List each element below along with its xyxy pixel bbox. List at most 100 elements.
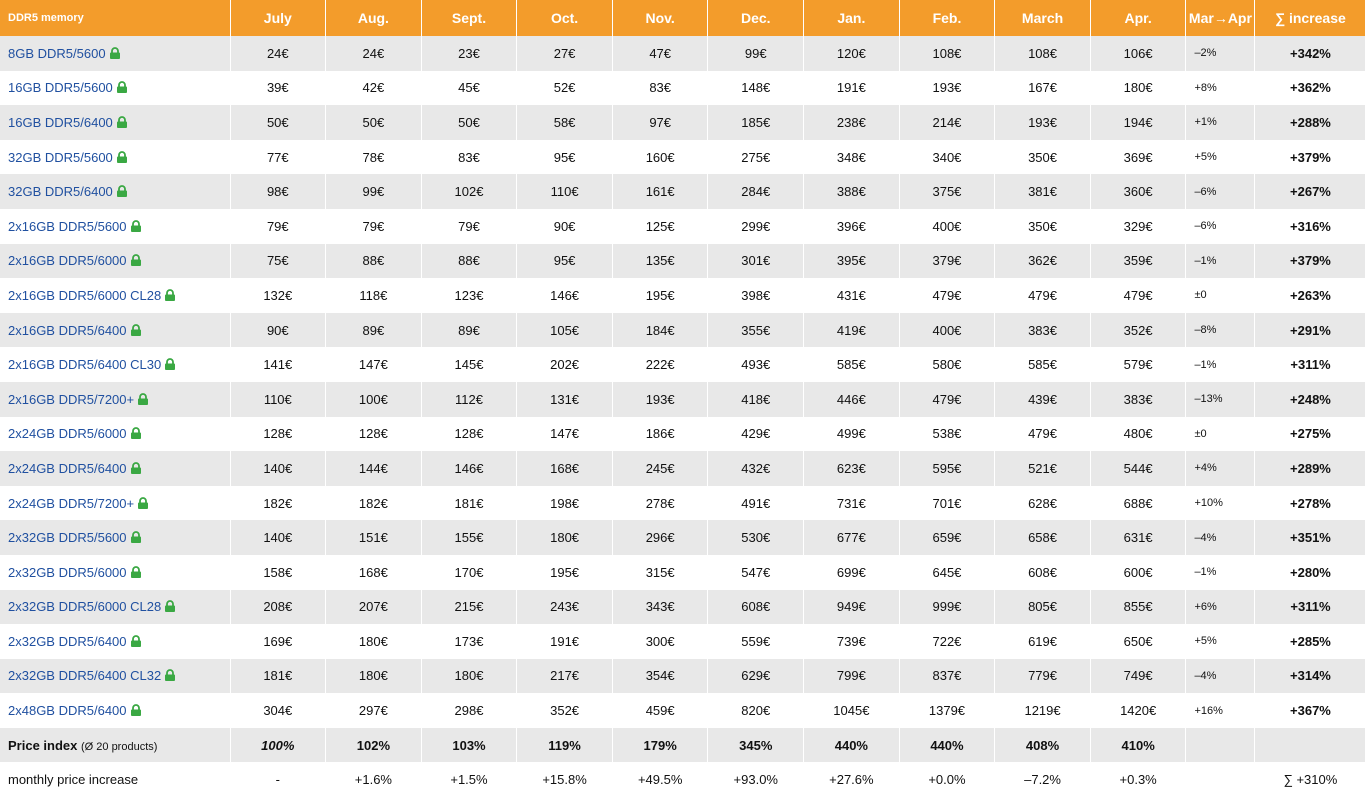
column-header: Apr. [1090,0,1187,36]
product-link[interactable]: 2x16GB DDR5/6000 [8,253,127,269]
change-cell: +1% [1185,105,1256,140]
price-index-note: (Ø 20 products) [81,740,158,753]
product-link[interactable]: 16GB DDR5/5600 [8,80,113,96]
price-cell: 419€ [803,312,900,348]
column-header: DDR5 memory [0,0,231,36]
index-cell: 102% [325,727,422,763]
lock-icon [116,81,127,94]
price-cell: 158€ [230,554,327,590]
price-cell: 658€ [994,520,1091,555]
product-name: 2x24GB DDR5/6400 [0,451,231,486]
price-cell: 180€ [516,520,613,555]
price-index-row: Price index (Ø 20 products) 100% 102% 103% 1… [0,727,1366,763]
lock-icon [165,358,176,371]
price-cell: 148€ [707,70,805,106]
monthly-cell: +1.5% [421,762,518,798]
price-cell: 480€ [1090,416,1187,452]
price-cell: 167€ [994,70,1091,106]
product-link[interactable]: 2x24GB DDR5/6000 [8,426,127,442]
product-link[interactable]: 2x16GB DDR5/6400 CL30 [8,357,162,373]
price-cell: 352€ [516,693,613,728]
price-cell: 181€ [421,485,518,521]
lock-icon [130,323,141,336]
price-cell: 95€ [516,243,613,279]
price-cell: 837€ [899,658,996,694]
product-link[interactable]: 2x16GB DDR5/5600 [8,218,127,234]
price-cell: 155€ [421,520,518,555]
increase-cell: +316% [1254,208,1366,244]
price-cell: 100€ [325,381,422,417]
price-cell: 299€ [707,208,805,244]
price-cell: 479€ [994,416,1091,452]
lock-icon [138,496,149,509]
price-cell: 245€ [612,451,709,486]
lock-icon [116,116,127,128]
price-index-label: Price index (Ø 20 products) [0,727,231,763]
product-link[interactable]: 2x16GB DDR5/6400 [8,322,127,338]
price-cell: 140€ [230,520,327,555]
price-cell: 170€ [421,554,518,590]
price-cell: 396€ [803,208,900,244]
price-cell: 120€ [803,36,900,71]
price-cell: 298€ [421,693,518,728]
price-cell: 180€ [1090,70,1187,106]
price-cell: 195€ [516,554,613,590]
price-cell: 195€ [612,278,709,313]
price-cell: 629€ [707,658,805,694]
price-cell: 354€ [612,658,709,694]
product-link[interactable]: 2x32GB DDR5/6000 CL28 [8,599,162,615]
price-cell: 359€ [1090,243,1187,279]
price-cell: 493€ [707,347,805,382]
increase-cell: +280% [1254,554,1366,590]
table-row: 2x32GB DDR5/5600 140€ 151€ 155€ 180€ 296€ 530€… [0,520,1366,555]
change-cell: –1% [1185,554,1256,590]
price-cell: 168€ [325,554,422,590]
price-cell: 432€ [707,451,805,486]
price-cell: 439€ [994,381,1091,417]
product-link[interactable]: 2x24GB DDR5/7200+ [8,495,135,511]
price-cell: 50€ [421,105,518,140]
price-cell: 180€ [421,658,518,694]
price-cell: 650€ [1090,624,1187,659]
price-cell: 628€ [994,485,1091,521]
product-link[interactable]: 2x32GB DDR5/6000 [8,564,127,580]
increase-cell: +362% [1254,70,1366,106]
price-cell: 88€ [325,243,422,279]
price-cell: 949€ [803,589,900,625]
product-link[interactable]: 32GB DDR5/6400 [8,184,113,200]
price-cell: 145€ [421,347,518,382]
monthly-cell: +0.3% [1090,762,1187,798]
product-name: 2x24GB DDR5/7200+ [0,485,231,521]
price-cell: 79€ [325,208,422,244]
product-link[interactable]: 32GB DDR5/5600 [8,149,113,165]
column-header: Nov. [612,0,709,36]
price-cell: 418€ [707,381,805,417]
column-header: Mar→Apr [1185,0,1256,36]
product-link[interactable]: 2x32GB DDR5/6400 [8,633,127,649]
product-link[interactable]: 2x32GB DDR5/6400 CL32 [8,668,162,684]
product-link[interactable]: 8GB DDR5/5600 [8,45,106,61]
price-cell: 608€ [707,589,805,625]
product-link[interactable]: 2x24GB DDR5/6400 [8,460,127,476]
product-link[interactable]: 2x48GB DDR5/6400 [8,703,127,719]
table-row: 2x16GB DDR5/6000 75€ 88€ 88€ 95€ 135€ 301€ 395€… [0,243,1366,279]
index-cell: 408% [994,727,1091,763]
price-cell: 701€ [899,485,996,521]
price-cell: 214€ [899,105,996,140]
increase-cell: +285% [1254,624,1366,659]
table-row: 2x16GB DDR5/6400 90€ 89€ 89€ 105€ 184€ 355€ 419… [0,312,1366,348]
price-cell: 125€ [612,208,709,244]
increase-cell: +289% [1254,451,1366,486]
price-cell: 538€ [899,416,996,452]
column-header: Dec. [707,0,805,36]
price-cell: 191€ [803,70,900,106]
product-link[interactable]: 2x32GB DDR5/5600 [8,530,127,546]
column-header: ∑ increase [1254,0,1366,36]
product-link[interactable]: 16GB DDR5/6400 [8,114,113,130]
table-body: 8GB DDR5/5600 24€ 24€ 23€ 27€ 47€ 99€ 120€ 108€ 1… [0,36,1366,798]
product-link[interactable]: 2x16GB DDR5/7200+ [8,391,135,407]
price-cell: 619€ [994,624,1091,659]
price-cell: 383€ [1090,381,1187,417]
price-cell: 83€ [421,139,518,175]
product-link[interactable]: 2x16GB DDR5/6000 CL28 [8,287,162,303]
